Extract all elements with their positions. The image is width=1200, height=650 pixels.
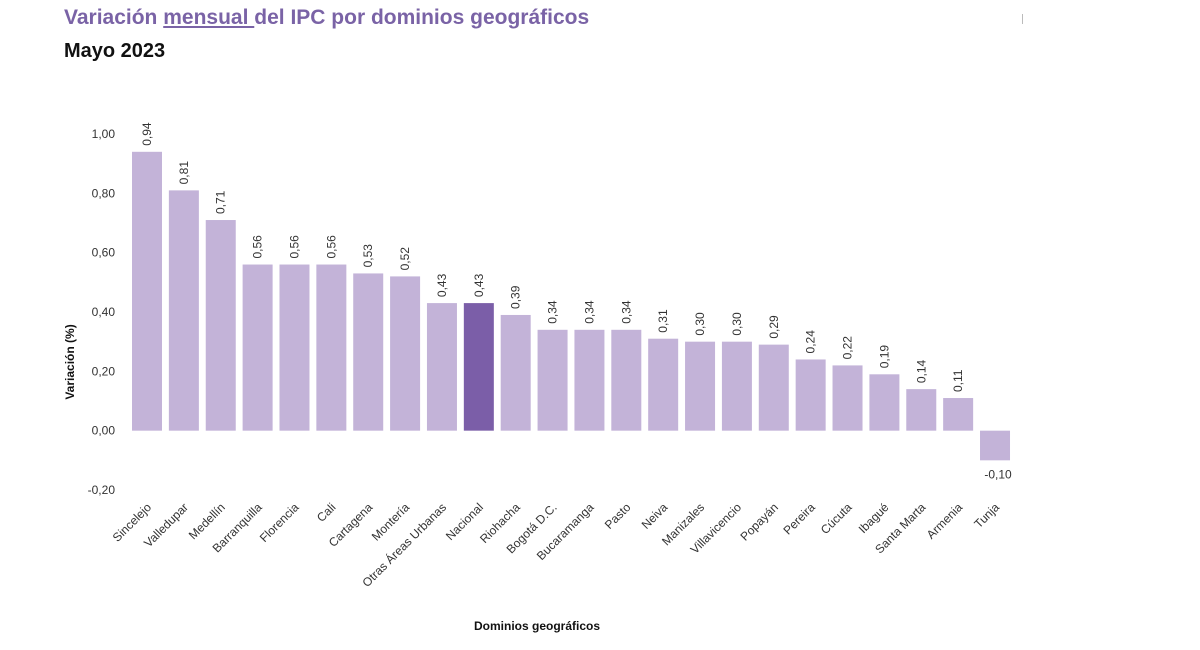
bar-value-label: 0,56 [251,235,265,259]
bar [168,190,199,431]
chart-subtitle: Mayo 2023 [64,40,166,62]
bar [463,303,494,431]
x-axis-category-labels: SincelejoValleduparMedellínBarranquillaF… [110,500,1003,590]
bar [390,276,421,431]
y-tick-label: 0,60 [92,246,116,260]
x-tick-label: Pasto [602,500,634,532]
bar-value-labels: 0,94 0,81 0,71 0,56 0,56 0,56 0,53 0,52 0,43 0,43… [140,122,1012,481]
bar [500,314,531,431]
bar [242,264,273,431]
bar [980,430,1011,461]
x-tick-label: Florencia [257,500,302,545]
bar [906,389,937,431]
y-tick-label: 0,40 [92,305,116,319]
bar [943,398,974,431]
bar [132,151,162,431]
bar-value-label: 0,34 [546,300,560,324]
bar [758,344,789,431]
y-tick-label: 1,00 [92,127,116,141]
bar-value-label: 0,19 [877,345,891,369]
chart-title-part1: Variación [64,6,164,29]
bar-value-label: 0,14 [914,359,928,383]
bar [648,338,679,431]
bar-value-label: 0,52 [398,247,412,271]
bar [611,329,642,431]
bar-value-label: 0,30 [693,312,707,336]
chart-title: Variación mensual del IPC por dominios g… [64,6,589,30]
bar-value-label: 0,30 [730,312,744,336]
bar [537,329,568,431]
bars [132,151,1011,461]
y-axis-title: Variación (%) [63,324,77,399]
bar [721,341,752,431]
bar [205,220,236,431]
bar [795,359,826,431]
y-axis: -0,20 0,00 0,20 0,40 0,60 0,80 1,00 [88,127,116,497]
bar-value-label: 0,56 [324,235,338,259]
bar-value-label: 0,24 [804,330,818,354]
bar-value-label: 0,71 [214,190,228,214]
y-tick-label: 0,20 [92,364,116,378]
x-tick-label: Tunja [971,500,1002,531]
bar [279,264,310,431]
x-tick-label: Pereira [781,500,818,537]
bar [869,374,900,431]
bar-value-label: 0,81 [177,161,191,185]
corner-mark [1022,14,1023,24]
bar [426,303,457,431]
bar-value-label: 0,94 [140,122,154,146]
bar-value-label: 0,22 [841,336,855,360]
bar [574,329,605,431]
bar-value-label: 0,31 [656,309,670,333]
x-tick-label: Ibagué [856,500,892,536]
bar-value-label: -0,10 [984,467,1012,481]
bar-value-label: 0,53 [361,244,375,268]
chart-title-part2: del IPC por dominios geográficos [254,6,590,29]
bar [353,273,384,431]
bar [832,365,863,431]
bar-value-label: 0,39 [509,285,523,309]
bar-value-label: 0,11 [951,369,965,392]
bar-value-label: 0,56 [287,235,301,259]
x-tick-label: Cúcuta [818,500,855,537]
y-tick-label: 0,80 [92,186,116,200]
chart-title-underlined: mensual [163,6,255,29]
bar [316,264,347,431]
y-tick-label: 0,00 [92,424,116,438]
y-tick-label: -0,20 [88,483,116,497]
bar-value-label: 0,29 [767,315,781,339]
x-tick-label: Armenia [924,500,966,542]
bar [685,341,716,431]
x-tick-label: Neiva [639,500,671,532]
bar-value-label: 0,34 [582,300,596,324]
bar-value-label: 0,43 [472,273,486,297]
x-tick-label: Cali [314,500,339,525]
bar-value-label: 0,34 [619,300,633,324]
x-axis-title: Dominios geográficos [474,619,600,633]
bar-value-label: 0,43 [435,273,449,297]
x-tick-label: Popayán [738,500,781,543]
